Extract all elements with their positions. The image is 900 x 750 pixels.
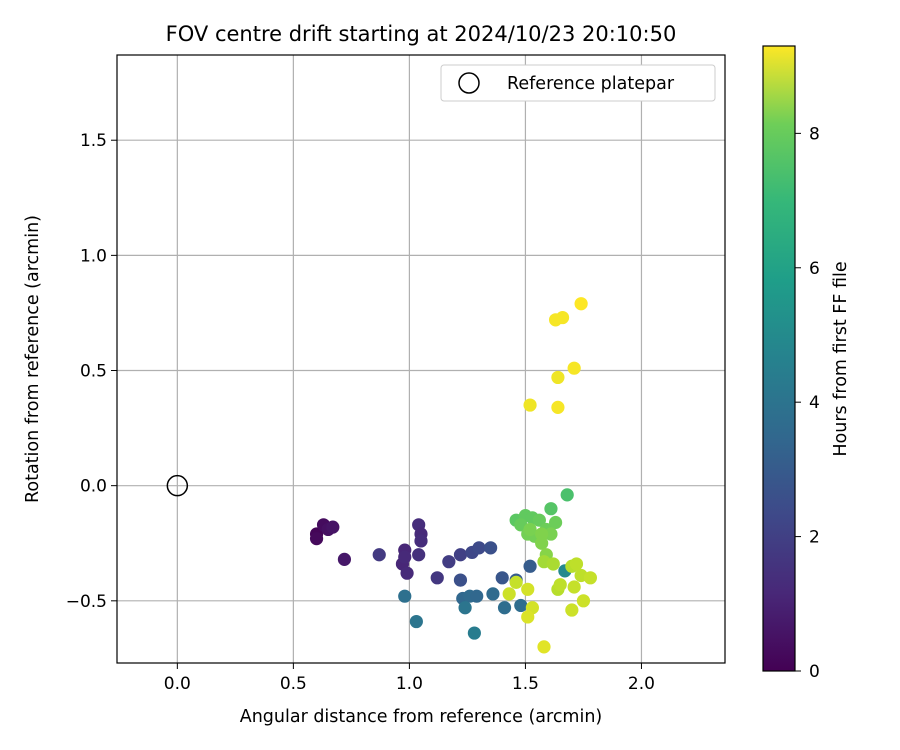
data-point	[467, 626, 481, 640]
data-point	[523, 398, 537, 412]
y-axis-ticks: −0.5 0.0 0.5 1.0 1.5	[66, 131, 117, 612]
colorbar-tick-label: 4	[809, 393, 820, 413]
plot-frame	[116, 54, 726, 664]
y-axis-label: Rotation from reference (arcmin)	[23, 215, 43, 503]
data-point	[535, 527, 549, 541]
x-tick-label: 0.5	[280, 674, 307, 694]
data-point	[560, 488, 574, 502]
data-point	[551, 400, 565, 414]
data-point	[326, 520, 340, 534]
reference-platepar-marker	[166, 474, 189, 497]
data-point	[548, 515, 563, 530]
data-point	[509, 575, 523, 589]
chart-title: FOV centre drift starting at 2024/10/23 …	[166, 22, 677, 46]
data-point	[523, 559, 537, 573]
data-point	[544, 502, 558, 516]
data-point	[544, 527, 558, 541]
colorbar-tick-label: 2	[809, 528, 820, 548]
data-point	[532, 513, 546, 527]
data-point	[555, 310, 570, 325]
data-point	[398, 550, 412, 564]
data-point	[546, 557, 560, 571]
x-tick-label: 1.5	[512, 674, 539, 694]
data-point	[372, 548, 386, 562]
data-point	[569, 557, 584, 571]
data-point	[535, 536, 549, 550]
data-point	[453, 548, 468, 562]
colorbar-ticks: 0 2 4 6 8	[795, 124, 820, 682]
data-point	[430, 571, 444, 585]
data-point	[576, 594, 591, 608]
data-point	[521, 582, 535, 596]
data-point	[470, 589, 484, 603]
data-point	[497, 601, 512, 615]
y-tick-label: 1.0	[80, 246, 107, 266]
data-point	[514, 598, 528, 613]
x-tick-label: 2.0	[628, 674, 655, 694]
data-point	[337, 552, 352, 566]
data-point	[565, 603, 579, 617]
data-point	[521, 610, 535, 624]
x-axis-ticks: 0.0 0.5 1.0 1.5 2.0	[164, 663, 655, 694]
legend-marker	[458, 72, 480, 94]
data-point	[583, 571, 598, 585]
x-axis-label: Angular distance from reference (arcmin)	[240, 707, 603, 727]
data-point	[567, 361, 581, 375]
grid	[117, 55, 725, 663]
legend-box	[440, 64, 716, 102]
data-point	[553, 578, 567, 592]
data-point	[409, 614, 423, 629]
data-point	[502, 587, 516, 601]
y-tick-label: −0.5	[66, 592, 107, 612]
data-point	[567, 580, 581, 594]
data-point	[486, 587, 500, 601]
data-point	[551, 370, 565, 385]
data-point	[442, 555, 456, 569]
y-tick-label: 0.5	[80, 362, 107, 382]
colorbar-tick-label: 8	[809, 124, 820, 144]
data-point	[458, 601, 472, 615]
data-point	[309, 532, 324, 546]
y-tick-label: 0.0	[80, 477, 107, 497]
x-tick-label: 0.0	[164, 674, 191, 694]
x-tick-label: 1.0	[396, 674, 423, 694]
data-point	[472, 541, 486, 555]
colorbar	[762, 45, 796, 672]
colorbar-label: Hours from first FF file	[831, 261, 851, 456]
data-point	[495, 571, 509, 585]
data-point	[414, 534, 428, 548]
data-point	[523, 522, 537, 537]
legend: Reference platepar	[440, 64, 716, 102]
data-point	[398, 589, 412, 603]
legend-entry: Reference platepar	[507, 74, 675, 94]
data-point	[400, 566, 414, 580]
data-point	[574, 297, 588, 311]
colorbar-tick-label: 6	[809, 259, 820, 279]
data-point	[537, 640, 551, 654]
data-point	[484, 541, 498, 555]
data-points	[309, 297, 598, 654]
colorbar-tick-label: 0	[809, 662, 820, 682]
y-tick-label: 1.5	[80, 131, 107, 151]
data-point	[453, 573, 468, 587]
data-point	[412, 548, 426, 562]
